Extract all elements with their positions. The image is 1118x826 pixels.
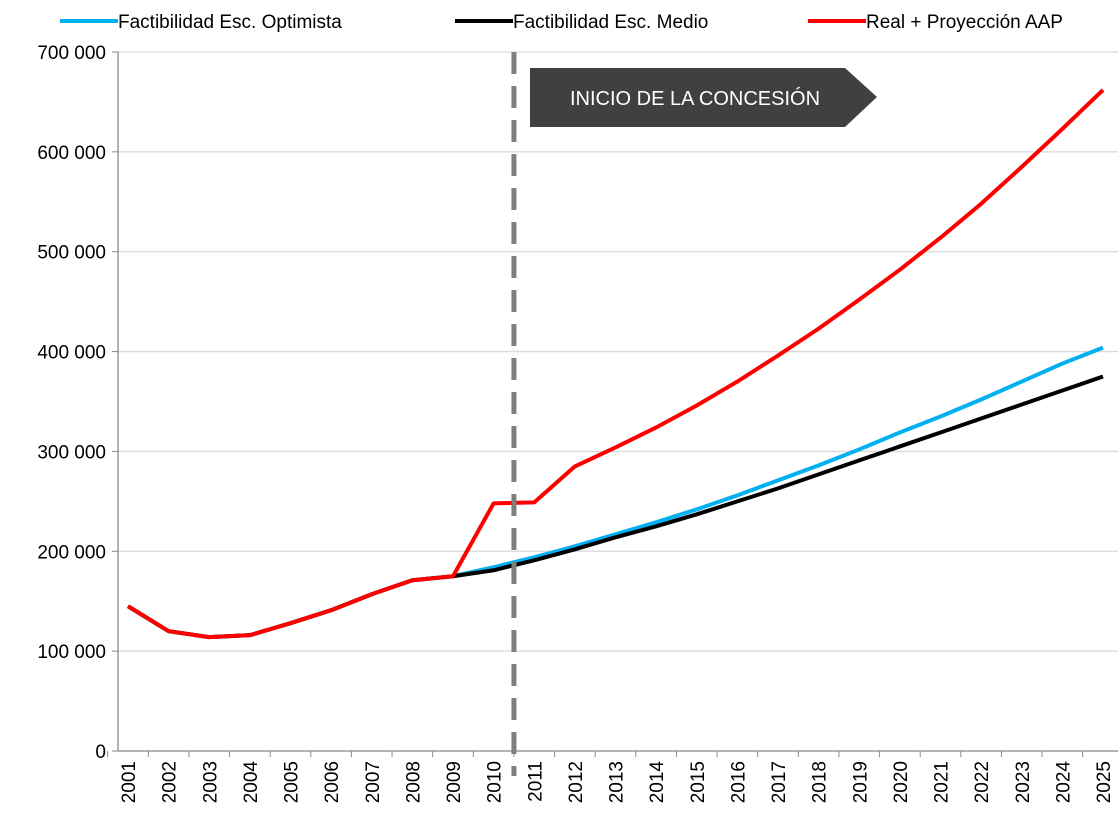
x-tick-label: 2015 — [688, 761, 709, 803]
x-tick-label: 2005 — [282, 761, 303, 803]
x-tick-label: 2004 — [241, 761, 262, 804]
x-tick-label: 2011 — [525, 761, 546, 802]
x-tick-label: 2009 — [444, 761, 465, 803]
x-tick-label: 2006 — [322, 761, 343, 803]
x-tick-label: 2019 — [850, 761, 871, 803]
y-tick-label: 400 000 — [37, 343, 106, 364]
y-tick-label: 700 000 — [37, 43, 106, 64]
series-line — [126, 374, 1104, 640]
x-tick-label: 2017 — [769, 761, 790, 803]
annotation-box — [530, 68, 877, 127]
y-tick-label: 200 000 — [37, 542, 106, 563]
x-tick-label: 2022 — [972, 761, 993, 803]
x-tick-label: 2001 — [119, 761, 140, 803]
x-tick-label: 2013 — [607, 761, 628, 803]
x-tick-label: 2025 — [1094, 761, 1115, 803]
x-tick-label: 2020 — [891, 761, 912, 803]
x-tick-label: 2018 — [810, 761, 831, 803]
y-tick-label: 0 — [95, 742, 106, 763]
y-tick-label: 600 000 — [37, 143, 106, 164]
legend-label: Factibilidad Esc. Medio — [513, 12, 708, 33]
x-tick-label: 2003 — [200, 761, 221, 803]
legend-label: Real + Proyección AAP — [866, 12, 1063, 33]
x-tick-label: 2016 — [728, 761, 749, 803]
y-tick-label: 100 000 — [37, 642, 106, 663]
x-tick-label: 2021 — [932, 761, 953, 803]
legend-label: Factibilidad Esc. Optimista — [118, 12, 342, 33]
x-tick-label: 2014 — [647, 761, 668, 804]
y-tick-label: 500 000 — [37, 243, 106, 264]
annotation-text: INICIO DE LA CONCESIÓN — [570, 87, 820, 110]
x-tick-label: 2012 — [566, 761, 587, 803]
series-line — [126, 345, 1104, 640]
y-tick-label: 300 000 — [37, 442, 106, 463]
x-tick-label: 2008 — [403, 761, 424, 803]
series-line — [126, 88, 1105, 640]
x-tick-label: 2007 — [363, 761, 384, 803]
x-tick-label: 2010 — [485, 761, 506, 803]
x-tick-label: 2002 — [160, 761, 181, 803]
x-tick-label: 2023 — [1013, 761, 1034, 803]
x-tick-label: 2024 — [1053, 761, 1074, 804]
